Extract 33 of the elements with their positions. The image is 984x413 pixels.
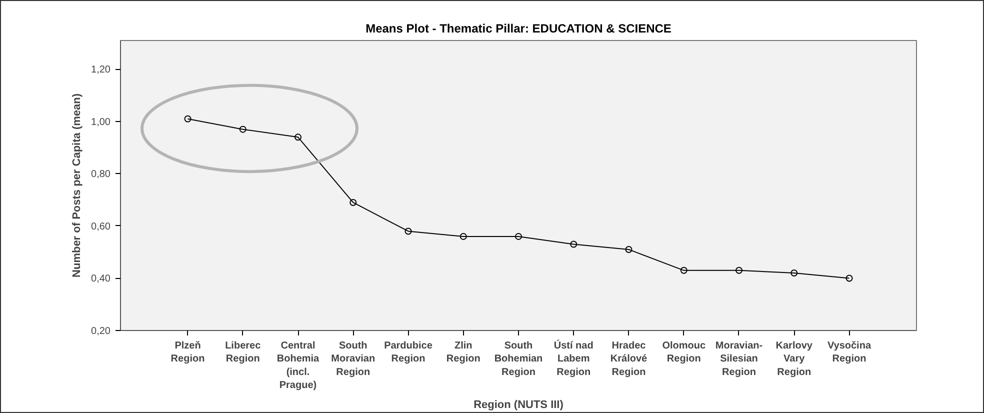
point: [790, 270, 798, 277]
y-tick-label: 0,60: [91, 221, 111, 232]
y-axis-title: Number of Posts per Capita (mean): [71, 93, 84, 278]
point: [350, 198, 357, 206]
point: [515, 232, 522, 240]
y-tick-label: 0,40: [91, 274, 111, 285]
x-tick-label: Olomouc Region: [662, 340, 706, 365]
y-tick-label: 1,00: [91, 116, 111, 128]
point: [680, 266, 688, 274]
point: [570, 240, 578, 248]
point: [239, 126, 246, 133]
y-tick-label: 0,20: [91, 326, 111, 337]
point: [736, 266, 742, 274]
x-tick-label: Vysočina Region: [827, 340, 872, 365]
x-axis-title: Region (NUTS III): [474, 399, 564, 412]
x-tick-label: Zlin Region: [446, 340, 480, 365]
point: [460, 232, 467, 240]
x-tick-label: Central Bohemia (incl. Prague): [276, 340, 320, 392]
x-tick-label: Ústí nad Labem Region: [554, 340, 594, 378]
x-tick-label: Pardubice Region: [384, 340, 433, 365]
x-tick-label: South Moravian Region: [331, 340, 376, 378]
x-tick-label: Hradec Králové Region: [610, 340, 648, 378]
point: [404, 228, 412, 235]
x-tick-label: Plzeň Region: [170, 340, 205, 365]
point: [294, 134, 302, 141]
x-tick-label: South Bohemian Region: [494, 340, 543, 378]
y-tick-label: 1,20: [91, 64, 111, 76]
chart-title: Means Plot - Thematic Pillar: EDUCATION & SCIENCE: [366, 22, 672, 36]
y-tick-label: 0,80: [91, 169, 111, 180]
x-tick-label: Karlovy Vary Region: [776, 340, 813, 378]
point: [625, 246, 632, 254]
x-tick-label: Moravian-Silesian Region: [715, 340, 763, 378]
x-tick-label: Liberec Region: [225, 340, 262, 365]
